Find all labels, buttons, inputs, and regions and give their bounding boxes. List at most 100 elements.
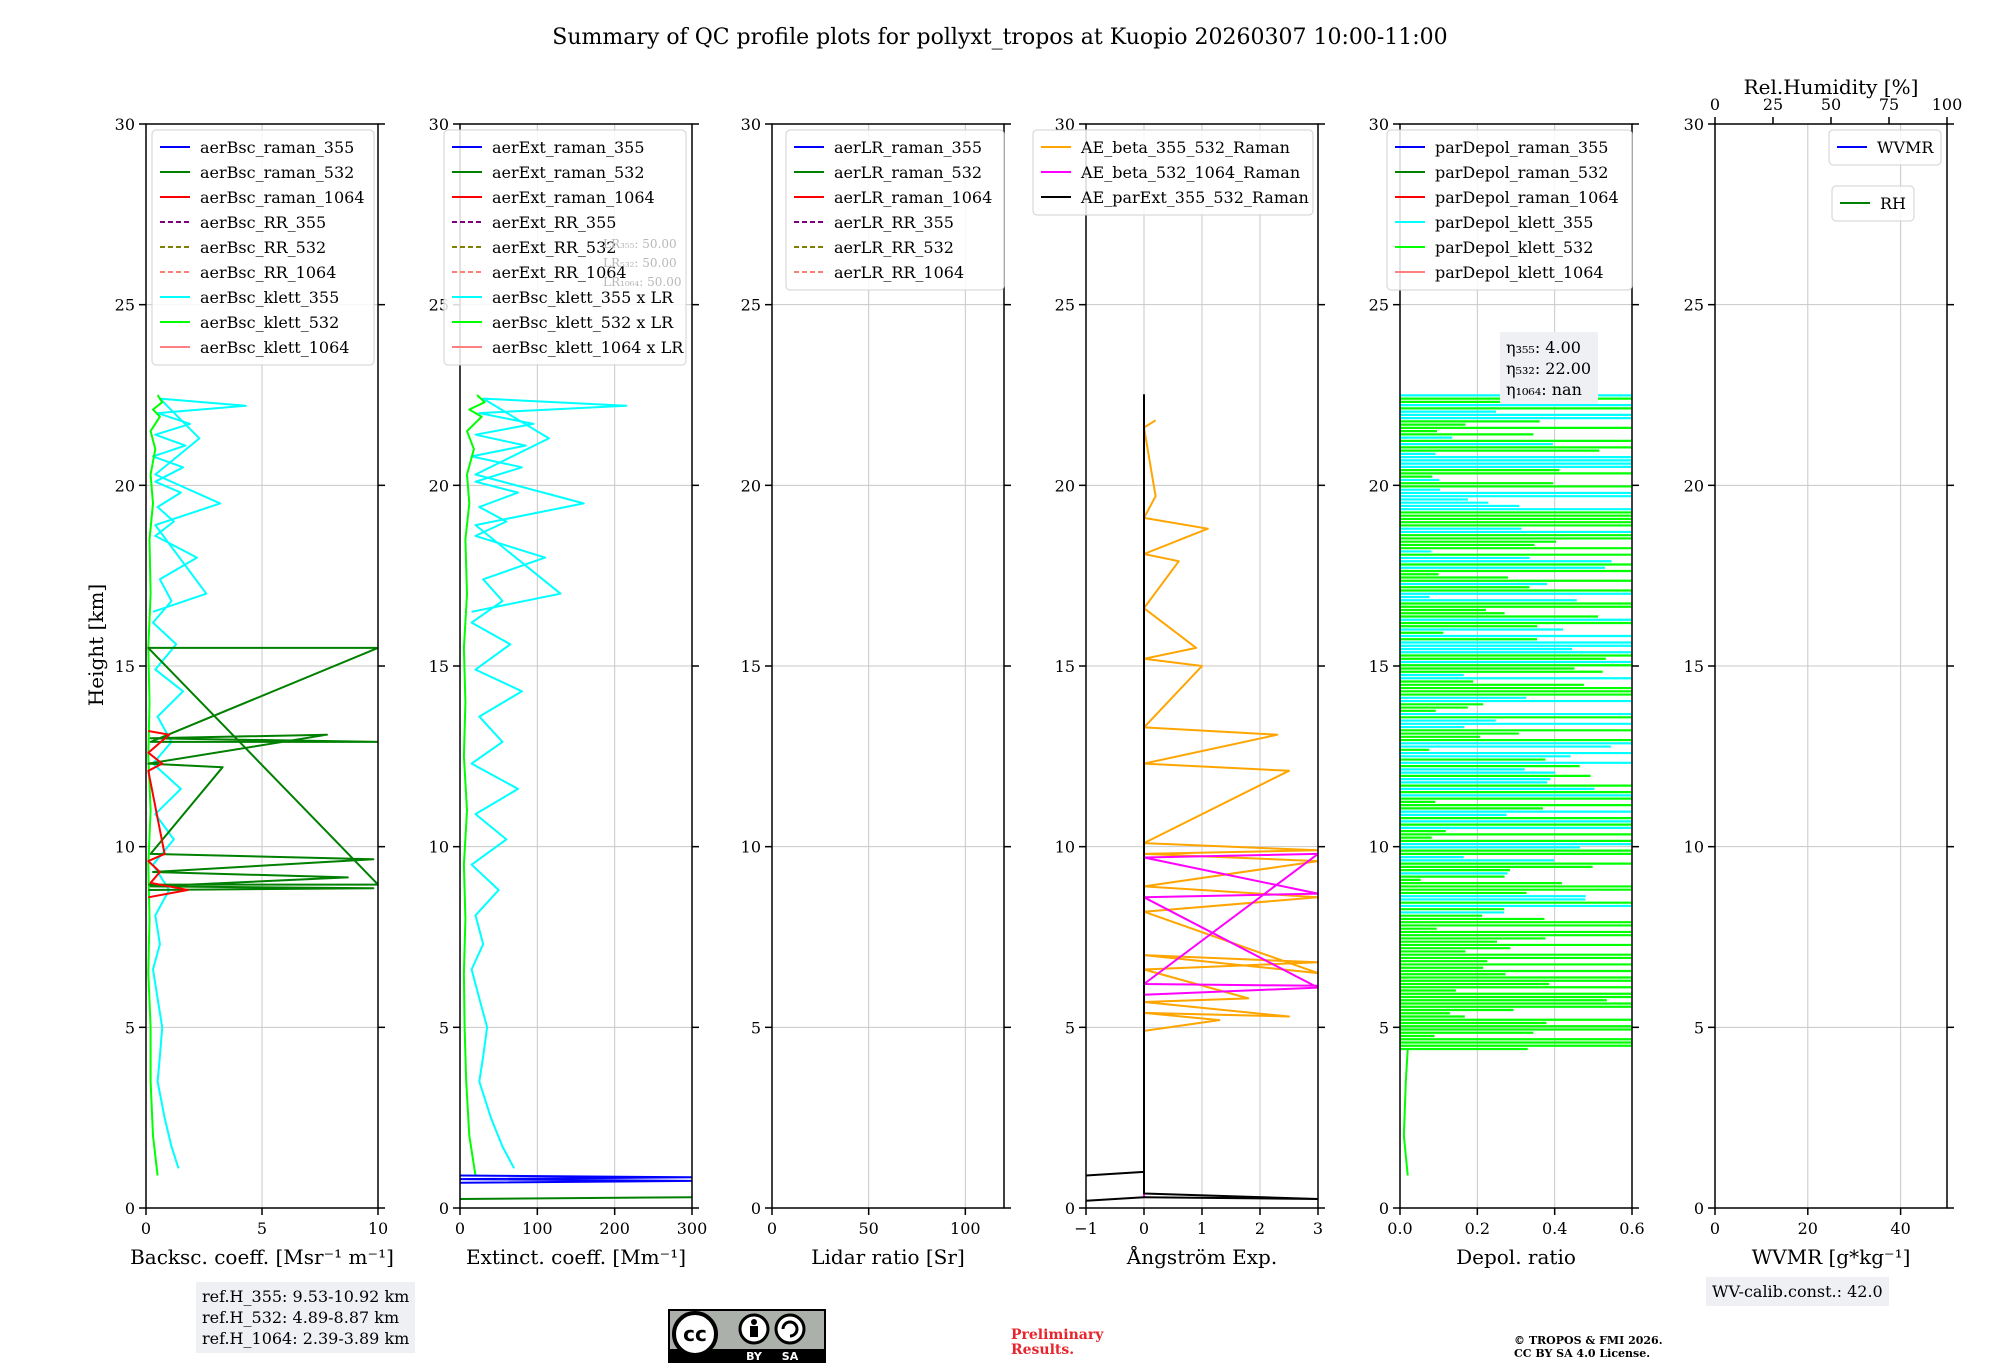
- legend-entry: aerBsc_raman_1064: [200, 188, 365, 207]
- xtick-label: 1: [1197, 1219, 1207, 1238]
- wv-calibration-text: WV-calib.const.: 42.0: [1712, 1282, 1883, 1301]
- copyright-line-1: © TROPOS & FMI 2026.: [1514, 1334, 1663, 1347]
- xtick-label: 20: [1798, 1219, 1818, 1238]
- legend-entry: aerExt_raman_1064: [492, 188, 655, 207]
- legend-entry: aerExt_RR_1064: [492, 263, 627, 282]
- ytick-label: 30: [1369, 115, 1389, 134]
- ytick-label: 20: [1055, 476, 1075, 495]
- cc-by-sa-badge: cc BY SA: [668, 1309, 826, 1363]
- ytick-label: 0: [125, 1199, 135, 1218]
- ytick-label: 25: [741, 296, 761, 315]
- legend-entry: aerBsc_klett_532: [200, 313, 339, 332]
- ytick-label: 30: [115, 115, 135, 134]
- legend: aerLR_raman_355 aerLR_raman_532 aerLR_rama…: [785, 129, 1005, 291]
- cc-by-label: BY: [746, 1350, 763, 1363]
- xtick-label: 5: [257, 1219, 267, 1238]
- ytick-label: 25: [115, 296, 135, 315]
- ytick-label: 25: [1369, 296, 1389, 315]
- legend: aerBsc_raman_355 aerBsc_raman_532 aerBsc_r…: [151, 129, 375, 366]
- legend-box: [785, 129, 1005, 291]
- cc-logo-icon: [672, 1311, 718, 1357]
- reference-height-box: ref.H_355: 9.53-10.92 km ref.H_532: 4.89…: [196, 1282, 416, 1353]
- copyright-line-2: CC BY SA 4.0 License.: [1514, 1347, 1651, 1360]
- xtick-label: 0.2: [1465, 1219, 1490, 1238]
- legend: parDepol_raman_355 parDepol_raman_532 parD…: [1386, 129, 1633, 291]
- ytick-label: 10: [1369, 838, 1389, 857]
- series-aerExt_raman_532: [460, 1196, 692, 1200]
- eta-annotation: η₃₅₅: 4.00: [1506, 338, 1581, 357]
- top-axis-label: Rel.Humidity [%]: [1744, 75, 1919, 99]
- legend-entry: aerLR_raman_532: [834, 163, 982, 182]
- series-AE_beta_355_532_Raman: [1143, 419, 1318, 1032]
- ytick-label: 0: [1379, 1199, 1389, 1218]
- xtick-label: 50: [858, 1219, 878, 1238]
- cc-sa-label: SA: [782, 1350, 799, 1363]
- xtick-label: 2: [1255, 1219, 1265, 1238]
- series-aerBsc_klett_532 x LR: [462, 394, 486, 1176]
- series-aerExt_raman_355: [460, 1174, 692, 1184]
- legend-wvmr-box: [1828, 129, 1942, 166]
- legend-box: [1032, 129, 1314, 216]
- legend-entry: aerBsc_klett_355 x LR: [492, 288, 674, 307]
- legend-entry: aerExt_RR_355: [492, 213, 616, 232]
- xtick-label: −1: [1074, 1219, 1098, 1238]
- legend-entry: aerBsc_klett_1064 x LR: [492, 338, 684, 357]
- legend-entry: AE_parExt_355_532_Raman: [1080, 188, 1309, 207]
- legend-entry: aerBsc_RR_1064: [200, 263, 336, 282]
- legend-entry: aerBsc_RR_355: [200, 213, 326, 232]
- legend-wvmr: WVMR: [1828, 129, 1942, 166]
- ytick-label: 10: [429, 838, 449, 857]
- top-xtick-label: 25: [1763, 95, 1783, 114]
- legend-entry: parDepol_klett_1064: [1435, 263, 1604, 282]
- ytick-label: 20: [429, 476, 449, 495]
- legend-entry: AE_beta_532_1064_Raman: [1080, 163, 1300, 182]
- ytick-label: 15: [1684, 657, 1704, 676]
- ytick-label: 0: [1065, 1199, 1075, 1218]
- ytick-label: 0: [439, 1199, 449, 1218]
- xtick-label: 0: [455, 1219, 465, 1238]
- x-axis-label: Depol. ratio: [1456, 1245, 1576, 1269]
- lr-annotation: LR₅₃₂: 50.00: [603, 256, 677, 270]
- series-AE_beta_532_1064_Raman: [1143, 852, 1318, 1198]
- legend-entry: aerLR_RR_532: [834, 238, 954, 257]
- xtick-label: 300: [677, 1219, 708, 1238]
- xtick-label: 0.6: [1619, 1219, 1644, 1238]
- legend-entry: AE_beta_355_532_Raman: [1080, 138, 1290, 157]
- top-xtick-label: 50: [1821, 95, 1841, 114]
- refh-532: ref.H_532: 4.89-8.87 km: [202, 1308, 400, 1327]
- xtick-label: 10: [368, 1219, 388, 1238]
- legend-entry: aerExt_RR_532: [492, 238, 616, 257]
- series-group: [1086, 394, 1318, 1202]
- refh-355: ref.H_355: 9.53-10.92 km: [202, 1287, 410, 1306]
- series-AE_parExt_355_532_Raman: [1086, 394, 1318, 1202]
- xtick-label: 3: [1313, 1219, 1323, 1238]
- x-axis-label: Backsc. coeff. [Msr⁻¹ m⁻¹]: [130, 1245, 394, 1269]
- ytick-label: 15: [741, 657, 761, 676]
- xtick-label: 0.4: [1542, 1219, 1567, 1238]
- lr-annotation: LR₁₀₆₄: 50.00: [603, 275, 681, 289]
- legend-box: [151, 129, 375, 366]
- legend-entry: parDepol_klett_355: [1435, 213, 1593, 232]
- xtick-label: 100: [950, 1219, 981, 1238]
- top-xtick-label: 75: [1879, 95, 1899, 114]
- ytick-label: 30: [429, 115, 449, 134]
- series-aerBsc_raman_1064: [147, 730, 189, 899]
- xtick-label: 100: [522, 1219, 553, 1238]
- ytick-label: 15: [1369, 657, 1389, 676]
- ytick-label: 5: [1694, 1018, 1704, 1037]
- legend-box: [1386, 129, 1633, 291]
- ytick-label: 10: [115, 838, 135, 857]
- ytick-label: 15: [1055, 657, 1075, 676]
- ytick-label: 30: [1055, 115, 1075, 134]
- ytick-label: 15: [115, 657, 135, 676]
- ytick-label: 25: [1684, 296, 1704, 315]
- legend-entry: aerLR_raman_355: [834, 138, 982, 157]
- wv-calibration-box: WV-calib.const.: 42.0: [1706, 1277, 1889, 1306]
- panel-5: 0 5 10 15 20 25 30 0.0 0.2 0.4 0.6 Depol. ratio parD…: [1369, 115, 1645, 1269]
- ytick-label: 0: [1694, 1199, 1704, 1218]
- legend-entry: aerExt_raman_532: [492, 163, 645, 182]
- legend: AE_beta_355_532_Raman AE_beta_532_1064_Ra…: [1032, 129, 1314, 216]
